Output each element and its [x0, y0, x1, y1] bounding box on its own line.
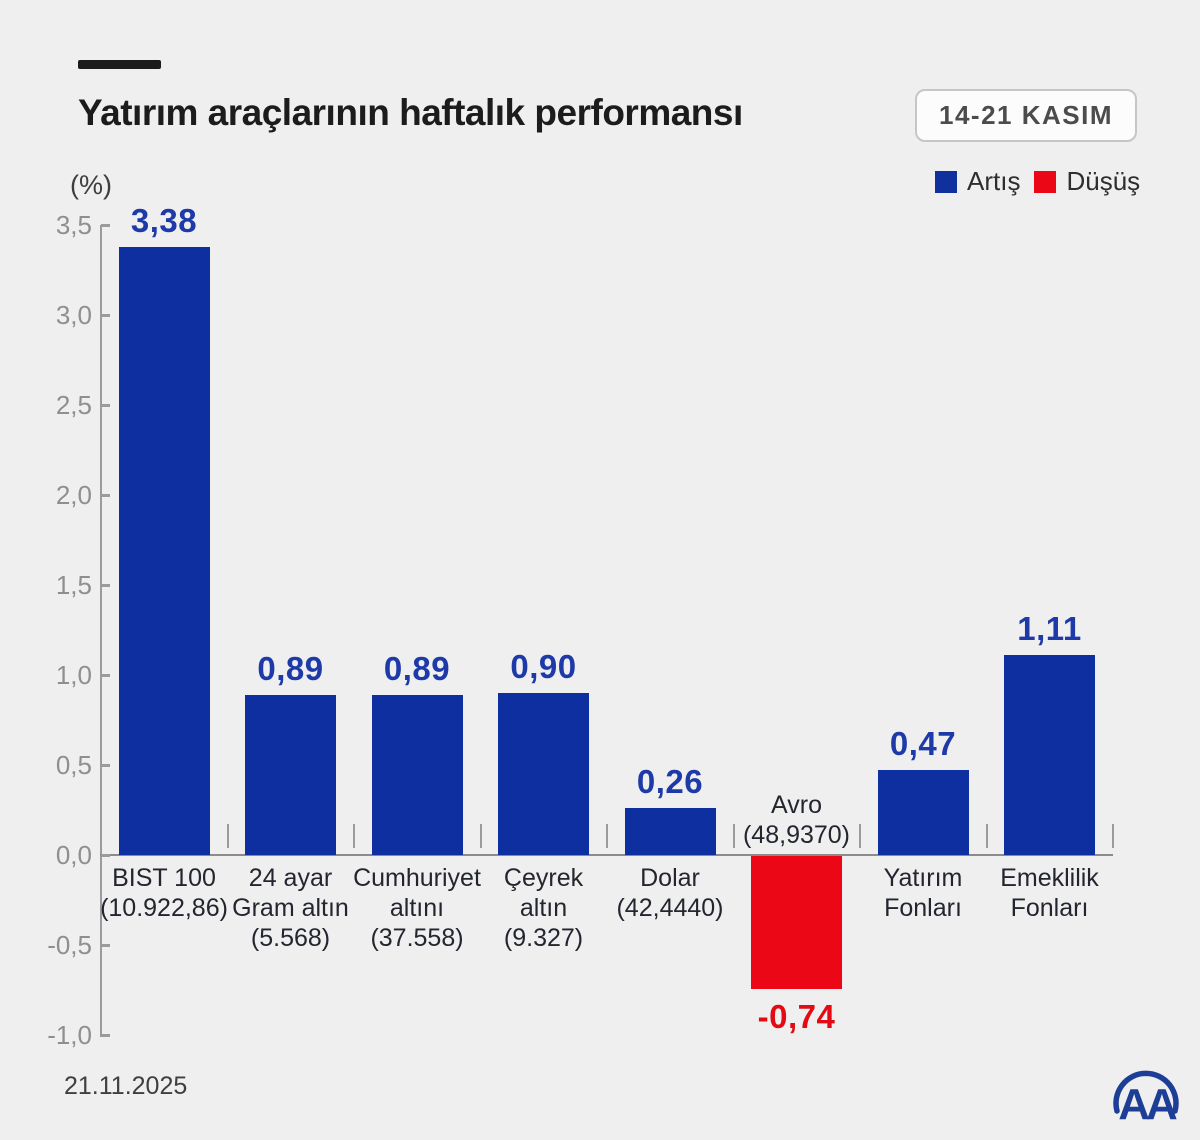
bar-1	[118, 246, 210, 855]
category-label-line: (9.327)	[503, 924, 584, 952]
y-axis-tick	[101, 224, 110, 227]
category-label-line: 24 ayar	[248, 864, 333, 892]
date-range-label: 14-21 KASIM	[939, 100, 1113, 130]
category-label-line: BIST 100	[112, 864, 216, 892]
y-axis-tick	[101, 494, 110, 497]
category-label: BIST 100 (10.922,86)	[69, 863, 259, 923]
x-axis-baseline	[100, 854, 1113, 856]
bar-6	[751, 856, 842, 990]
category-label-line: Avro	[771, 791, 822, 819]
y-axis-line	[100, 225, 102, 1037]
y-axis-tick-label: 1,0	[55, 660, 92, 690]
date-range-badge: 14-21 KASIM	[915, 89, 1137, 142]
bar-value-label: 0,89	[383, 649, 451, 687]
bar-7	[877, 770, 969, 855]
page-title: Yatırım araçlarının haftalık performansı	[78, 92, 743, 133]
category-label-line: (48,9370)	[742, 821, 851, 849]
bar-value-label: 0,26	[636, 763, 704, 801]
y-axis-tick	[101, 1034, 110, 1037]
x-axis-tick	[479, 824, 482, 848]
legend: Artış Düşüş	[935, 166, 1140, 197]
category-label: 24 ayar Gram altın (5.568)	[196, 863, 386, 953]
y-axis-tick-label: 0,5	[55, 750, 92, 780]
bar-2	[245, 694, 336, 855]
legend-increase-label: Artış	[967, 166, 1021, 196]
category-label-line: Fonları	[884, 894, 962, 922]
category-label: Avro (48,9370)	[702, 790, 892, 850]
category-label: Cumhuriyet altını (37.558)	[322, 863, 512, 953]
legend-item-decrease: Düşüş	[1034, 166, 1140, 197]
y-axis-tick	[101, 404, 110, 407]
y-axis-tick	[101, 854, 110, 857]
publication-date: 21.11.2025	[64, 1072, 188, 1100]
bar-value-label: 0,89	[257, 649, 324, 687]
bar-8	[1004, 655, 1095, 855]
y-axis-tick-label: 1,5	[55, 570, 92, 600]
category-label-line: Yatırım	[883, 864, 963, 892]
bar-5	[624, 808, 716, 855]
title-accent-dash	[78, 60, 161, 69]
x-axis-tick	[732, 824, 735, 848]
y-axis-tick-label: 2,0	[55, 480, 92, 510]
bar-value-label: 1,11	[1017, 610, 1082, 648]
category-label-line: Cumhuriyet	[353, 864, 481, 892]
x-axis-tick	[226, 824, 229, 848]
legend-decrease-label: Düşüş	[1066, 166, 1141, 196]
x-axis-tick	[353, 824, 355, 848]
y-axis-tick-label: 0,0	[55, 840, 92, 870]
y-axis-tick	[101, 764, 110, 767]
increase-swatch-icon	[935, 170, 957, 193]
y-axis-tick	[101, 674, 110, 677]
category-label: Emeklilik Fonları	[955, 863, 1145, 923]
x-axis-tick	[859, 824, 861, 848]
y-axis-tick-label: -0,5	[47, 930, 92, 960]
x-axis-tick	[606, 824, 608, 848]
aa-agency-logo-icon: AA	[1104, 1056, 1188, 1131]
legend-item-increase: Artış	[935, 166, 1020, 197]
category-label-line: Çeyrek	[503, 864, 584, 892]
bar-value-label: -0,74	[757, 998, 836, 1036]
y-axis-tick	[101, 944, 110, 947]
y-axis-tick	[101, 314, 110, 317]
bar-3	[371, 694, 463, 855]
category-label: Dolar (42,4440)	[575, 863, 765, 923]
bar-value-label: 0,90	[510, 648, 577, 685]
category-label: Yatırım Fonları	[828, 863, 1018, 923]
y-axis-unit-label: (%)	[70, 170, 112, 200]
x-axis-tick	[985, 824, 988, 848]
y-axis-tick-label: -1,0	[47, 1020, 92, 1050]
bar-value-label: 3,38	[130, 201, 198, 239]
category-label-line: (5.568)	[250, 924, 331, 952]
category-label-line: Gram altın	[232, 894, 349, 922]
bar-value-label: 0,47	[889, 725, 957, 763]
category-label-line: (37.558)	[370, 924, 464, 952]
x-axis-tick	[1112, 824, 1114, 848]
y-axis-tick-label: 3,5	[55, 210, 92, 240]
aa-logo-text: AA	[1118, 1080, 1177, 1126]
category-label-line: Dolar	[640, 864, 700, 892]
decrease-swatch-icon	[1034, 170, 1057, 193]
category-label-line: Fonları	[1010, 894, 1089, 922]
category-label-line: (42,4440)	[616, 894, 724, 922]
category-label-line: Emeklilik	[1000, 864, 1099, 892]
category-label-line: altını	[389, 894, 445, 922]
y-axis-tick-label: 3,0	[55, 300, 92, 330]
category-label-line: (10.922,86)	[100, 894, 228, 922]
category-label: Çeyrek altın (9.327)	[449, 863, 639, 953]
category-label-line: altın	[519, 894, 568, 922]
bar-4	[498, 693, 589, 855]
y-axis-tick	[101, 584, 110, 587]
y-axis-tick-label: 2,5	[55, 390, 92, 420]
